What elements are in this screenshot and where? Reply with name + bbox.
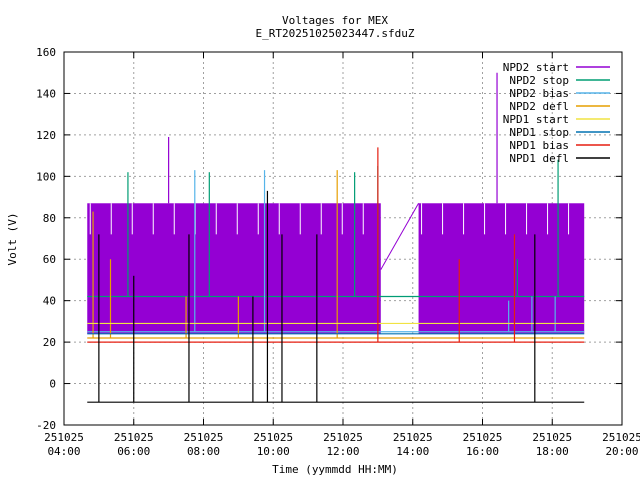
x-tick-label-time: 16:00: [466, 445, 499, 458]
series-npd2-defl: [87, 170, 585, 339]
legend-label-npd2-bias: NPD2 bias: [509, 87, 569, 100]
y-tick-label: -20: [36, 419, 56, 432]
plot-frame: [63, 51, 623, 426]
x-tick-label-time: 08:00: [187, 445, 220, 458]
x-tick-label-date: 251025: [463, 431, 503, 444]
x-tick-label-date: 251025: [184, 431, 224, 444]
x-tick-label-time: 20:00: [605, 445, 638, 458]
series-npd1-defl: [87, 190, 585, 403]
x-tick-label-date: 251025: [602, 431, 640, 444]
series-band-npd2-start: [418, 203, 585, 334]
x-tick-label-time: 04:00: [47, 445, 80, 458]
chart-title: Voltages for MEX: [282, 14, 388, 27]
x-tick-label-time: 18:00: [536, 445, 569, 458]
y-tick-label: 80: [43, 212, 56, 225]
x-axis-label: Time (yymmdd HH:MM): [272, 463, 398, 476]
y-tick-label: 100: [36, 170, 56, 183]
y-axis-label: Volt (V): [6, 213, 19, 266]
legend-label-npd2-start: NPD2 start: [503, 61, 569, 74]
series-band-npd2-start: [87, 203, 381, 334]
y-tick-label: 140: [36, 87, 56, 100]
legend-label-npd1-bias: NPD1 bias: [509, 139, 569, 152]
x-tick-label-date: 251025: [393, 431, 433, 444]
x-tick-label-date: 251025: [532, 431, 572, 444]
data-layer: [87, 72, 585, 403]
series-npd2-bias: [87, 170, 585, 333]
x-tick-label-time: 12:00: [326, 445, 359, 458]
x-tick-label-date: 251025: [114, 431, 154, 444]
x-tick-label-time: 06:00: [117, 445, 150, 458]
series-line-npd2-start: [380, 203, 419, 270]
y-tick-label: 120: [36, 129, 56, 142]
x-tick-label-date: 251025: [253, 431, 293, 444]
series-npd1-bias: [87, 147, 585, 343]
y-tick-label: 0: [49, 378, 56, 391]
legend-label-npd2-stop: NPD2 stop: [509, 74, 569, 87]
x-tick-label-time: 10:00: [257, 445, 290, 458]
x-tick-label-date: 251025: [44, 431, 84, 444]
legend-label-npd1-start: NPD1 start: [503, 113, 569, 126]
x-tick-label-time: 14:00: [396, 445, 429, 458]
x-tick-label-date: 251025: [323, 431, 363, 444]
legend-label-npd2-defl: NPD2 defl: [509, 100, 569, 113]
series-npd2-start: [87, 72, 585, 334]
y-tick-label: 60: [43, 253, 56, 266]
y-tick-label: 160: [36, 46, 56, 59]
chart-subtitle: E_RT20251025023447.sfduZ: [256, 27, 415, 40]
legend-label-npd1-stop: NPD1 stop: [509, 126, 569, 139]
y-tick-label: 20: [43, 336, 56, 349]
legend-label-npd1-defl: NPD1 defl: [509, 152, 569, 165]
y-tick-label: 40: [43, 295, 56, 308]
series-npd2-stop: [87, 159, 585, 298]
axis-layer: -2002040608010012014016025102504:0025102…: [36, 46, 640, 458]
